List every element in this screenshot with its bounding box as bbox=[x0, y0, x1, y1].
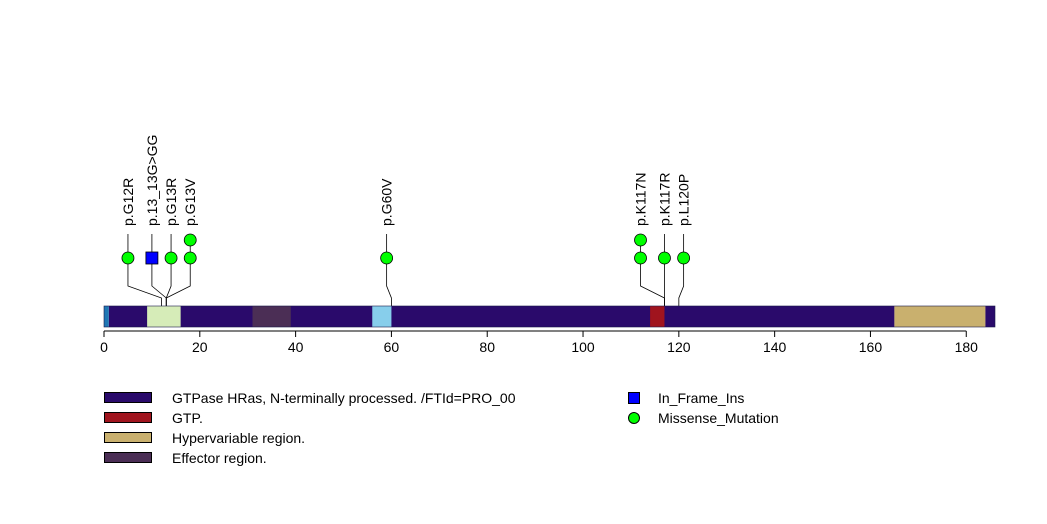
axis-tick-label-100: 100 bbox=[571, 339, 595, 355]
domain-segment-3 bbox=[252, 306, 291, 327]
mutation-marker-2-0 bbox=[164, 251, 178, 265]
mutation-label-0: p.G12R bbox=[120, 178, 136, 226]
domain-legend-swatch bbox=[104, 432, 152, 443]
mutation-label-6: p.K117R bbox=[656, 173, 672, 226]
domain-legend-label: GTP. bbox=[172, 410, 203, 426]
axis-tick-label-0: 0 bbox=[100, 339, 108, 355]
mutation-label-5: p.K117N bbox=[633, 173, 649, 226]
mutation-marker-5-1 bbox=[634, 233, 647, 247]
mutation-labels: p.G12R p.13_13G>GG p.G13R p.G13V p.G60V p.K11… bbox=[120, 135, 692, 226]
domain-legend: GTPase HRas, N-terminally processed. /FT… bbox=[104, 389, 624, 469]
mutation-stem-7 bbox=[678, 234, 685, 306]
mutation-marker-0-0 bbox=[121, 251, 135, 265]
domain-legend-label: GTPase HRas, N-terminally processed. /FT… bbox=[172, 390, 516, 406]
mutation-marker-1-0 bbox=[145, 251, 159, 265]
domain-legend-swatch bbox=[104, 452, 152, 463]
mutation-lollipops bbox=[121, 233, 691, 265]
track-outline bbox=[103, 305, 996, 328]
mutation-marker-3-0 bbox=[183, 251, 197, 265]
mutation-type-legend-label: Missense_Mutation bbox=[658, 410, 779, 426]
domain-segment-2 bbox=[147, 306, 181, 327]
mutation-label-4: p.G60V bbox=[379, 178, 395, 226]
mutation-type-legend: In_Frame_Ins Missense_Mutation bbox=[628, 389, 888, 429]
circle-marker-icon bbox=[628, 412, 640, 424]
mutation-label-3: p.G13V bbox=[182, 178, 198, 226]
domain-segment-4 bbox=[372, 306, 392, 327]
axis-tick-label-60: 60 bbox=[384, 339, 400, 355]
domain-segment-0 bbox=[108, 306, 895, 327]
mutation-label-1: p.13_13G>GG bbox=[144, 135, 160, 226]
axis-tick-label-40: 40 bbox=[288, 339, 304, 355]
domain-segment-1 bbox=[104, 306, 109, 327]
mutation-marker-7-0 bbox=[677, 251, 691, 265]
mutation-type-legend-label: In_Frame_Ins bbox=[658, 390, 745, 406]
domain-legend-swatch bbox=[104, 412, 152, 423]
mutation-stem-0 bbox=[127, 234, 162, 306]
mutation-stem-4 bbox=[386, 234, 392, 306]
domain-segment-5 bbox=[650, 306, 665, 327]
domain-legend-label: Hypervariable region. bbox=[172, 430, 306, 446]
mutation-marker-6-0 bbox=[658, 251, 671, 265]
axis-tick-label-120: 120 bbox=[667, 339, 691, 355]
x-axis: 0 20 40 60 80 100 120 140 160 180 bbox=[100, 330, 979, 355]
axis-tick-label-140: 140 bbox=[763, 339, 787, 355]
protein-track bbox=[103, 305, 996, 328]
domain-segment-6 bbox=[894, 306, 986, 327]
domain-segment-7 bbox=[985, 306, 995, 327]
axis-tick-label-180: 180 bbox=[955, 339, 979, 355]
mutation-marker-4-0 bbox=[380, 251, 394, 265]
axis-tick-label-20: 20 bbox=[192, 339, 208, 355]
mutation-stem-2 bbox=[165, 234, 172, 306]
axis-tick-label-160: 160 bbox=[859, 339, 883, 355]
mutation-marker-5-0 bbox=[634, 251, 647, 265]
domain-legend-swatch bbox=[104, 392, 152, 403]
axis-tick-label-80: 80 bbox=[479, 339, 495, 355]
connector-lines bbox=[127, 234, 685, 306]
mutation-marker-3-1 bbox=[183, 233, 197, 247]
square-marker-icon bbox=[628, 392, 640, 404]
domain-legend-label: Effector region. bbox=[172, 450, 267, 466]
mutation-label-7: p.L120P bbox=[676, 174, 692, 226]
mutation-label-2: p.G13R bbox=[163, 178, 179, 226]
